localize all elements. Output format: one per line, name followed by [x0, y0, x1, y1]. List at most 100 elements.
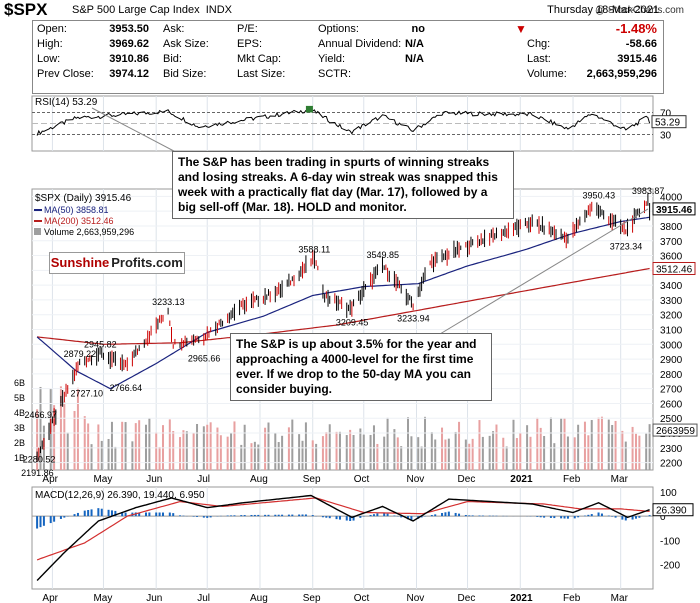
price-label-14: 2280.52 [23, 455, 56, 465]
axis-tag-box-2 [652, 423, 698, 437]
macd-signal-line [36, 497, 650, 561]
macd-hist-bar-218 [553, 516, 556, 519]
volume-bar-204 [519, 433, 522, 470]
price-x-label-0: Apr [42, 474, 58, 485]
macd-hist-bar-60 [179, 515, 182, 517]
volume-bar-68 [196, 423, 199, 470]
sctr-label: SCTR: [318, 68, 351, 80]
macd-x-label-9: 2021 [510, 593, 533, 603]
volume-bar-162 [420, 446, 423, 470]
macd-hist-bar-258 [648, 515, 651, 517]
ma200-legend: MA(200) 3512.46 [44, 216, 114, 226]
macd-hist-bar-252 [634, 516, 637, 519]
volume-bar-196 [502, 437, 505, 470]
open-label: Open: [37, 23, 67, 35]
price-x-label-8: Dec [458, 474, 476, 485]
macd-hist-bar-90 [250, 514, 253, 517]
copyright-label: @ StockCharts.com [594, 5, 684, 16]
volume-axis-label-4: 2B [14, 438, 25, 448]
macd-hist-bar-8 [53, 516, 56, 522]
macd-hist-bar-212 [539, 516, 542, 518]
macd-hist-bar-112 [301, 514, 304, 517]
volume-bar-114 [304, 422, 307, 470]
volume-axis-label-1: 5B [14, 393, 25, 403]
volume-bar-80 [226, 436, 229, 470]
macd-hist-bar-150 [393, 515, 396, 517]
volume-bar-160 [417, 437, 420, 470]
volume-bar-190 [488, 435, 491, 470]
macd-line [36, 494, 650, 581]
macd-hist-bar-98 [267, 514, 270, 517]
options-label: Options: [318, 23, 359, 35]
volume-bar-62 [182, 430, 185, 470]
price-label-9: 2965.66 [188, 353, 221, 363]
volume-bar-90 [250, 443, 253, 470]
quote-date: Thursday 18-Mar-2021 [547, 4, 659, 16]
volume-bar-34 [114, 446, 117, 470]
macd-hist-bar-170 [441, 512, 444, 517]
macd-panel [31, 486, 654, 590]
volume-bar-18 [76, 387, 79, 470]
rsi-line [36, 109, 651, 136]
volume-bar-0 [36, 409, 39, 470]
macd-x-label-3: Jul [197, 593, 210, 603]
volume-bar-108 [291, 419, 294, 470]
macd-hist-bar-132 [349, 516, 352, 522]
price-label-6: 3233.94 [397, 314, 430, 324]
price-tick-4: 2600 [660, 399, 683, 410]
macd-x-label-4: Aug [250, 593, 268, 603]
macd-hist-bar-16 [73, 514, 76, 517]
ma50-line [36, 216, 650, 390]
macd-hist-bar-70 [202, 516, 205, 518]
ma200-line [37, 267, 650, 345]
macd-hist-bar-4 [42, 516, 45, 526]
macd-hist-bar-38 [124, 512, 127, 517]
pe-label: P/E: [237, 23, 258, 35]
volume-bar-106 [287, 427, 290, 470]
last-label: Last: [527, 53, 551, 65]
volume-bar-40 [131, 441, 134, 470]
macd-hist-bar-126 [335, 516, 338, 520]
bid-size-label: Bid Size: [163, 68, 207, 80]
axis-tag-box-1 [652, 261, 696, 275]
macd-hist-bar-176 [454, 512, 457, 517]
volume-bar-156 [407, 417, 410, 470]
volume-bar-164 [424, 416, 427, 470]
axis-tag-box-0 [652, 202, 696, 216]
macd-hist-bar-186 [478, 515, 481, 517]
rsi-last-tag: 53.29 [655, 118, 680, 129]
macd-hist-bar-110 [298, 514, 301, 517]
price-label-5: 3209.45 [336, 317, 369, 327]
macd-hist-bar-106 [287, 514, 290, 517]
volume-bar-240 [607, 419, 610, 470]
price-label-13: 2466.97 [25, 410, 58, 420]
macd-last-tag: 26.390 [656, 506, 687, 517]
macd-hist-bar-240 [607, 515, 610, 517]
price-label-1: 3950.43 [583, 191, 616, 201]
macd-hist-bar-142 [372, 514, 375, 517]
macd-hist-bar-228 [577, 516, 580, 518]
price-label-7: 3233.13 [152, 297, 185, 307]
macd-hist-bar-182 [468, 515, 471, 517]
volume-bar-22 [87, 423, 90, 470]
volume-bar-26 [97, 424, 100, 470]
eps-label: EPS: [237, 38, 263, 50]
volume-bar-168 [434, 439, 437, 470]
macd-hist-bar-232 [587, 514, 590, 517]
rsi-tick-1: 30 [660, 131, 672, 142]
volume-bar-64 [185, 431, 188, 470]
volume-bar-258 [648, 424, 651, 470]
price-tick-3: 2500 [660, 414, 683, 425]
volume-bar-216 [549, 417, 552, 470]
macd-hist-bar-54 [162, 512, 165, 517]
exchange-code: INDX [205, 4, 232, 16]
volume-bar-118 [315, 443, 318, 470]
macd-hist-bar-166 [430, 515, 433, 517]
high-value: 3969.62 [109, 38, 149, 50]
price-x-label-2: Jun [146, 474, 162, 485]
macd-hist-bar-128 [338, 516, 341, 520]
volume-bar-30 [107, 439, 110, 470]
price-tick-15: 3700 [660, 237, 683, 248]
mkt-cap-label: Mkt Cap: [237, 53, 282, 65]
macd-legend: MACD(12,26,9) 26.390, 19.440, 6.950 [35, 490, 205, 501]
